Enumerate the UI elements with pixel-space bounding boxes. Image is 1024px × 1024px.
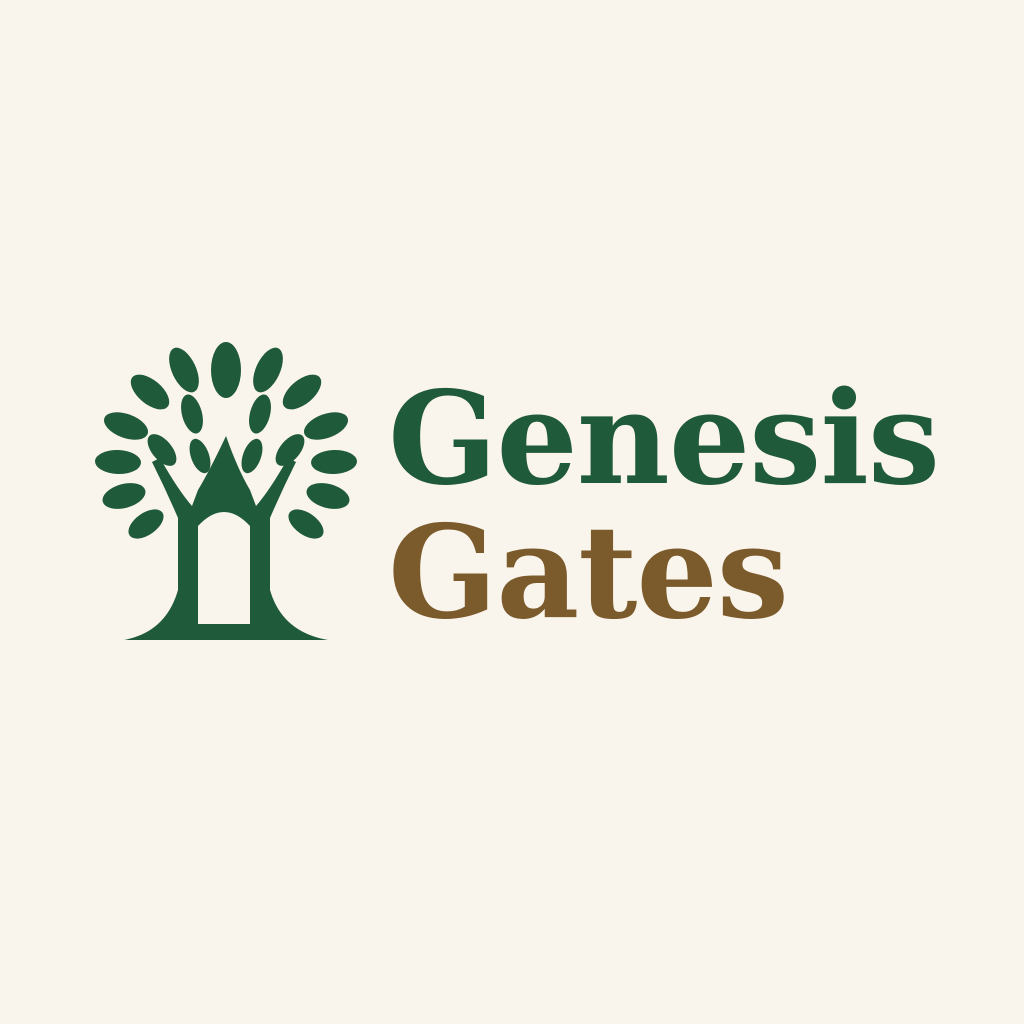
brand-wordmark: Genesis Gates bbox=[388, 372, 988, 640]
tree-gate-icon bbox=[95, 342, 357, 640]
brand-name-line-2: Gates bbox=[388, 498, 789, 648]
brand-name-line-1: Genesis bbox=[388, 364, 940, 514]
